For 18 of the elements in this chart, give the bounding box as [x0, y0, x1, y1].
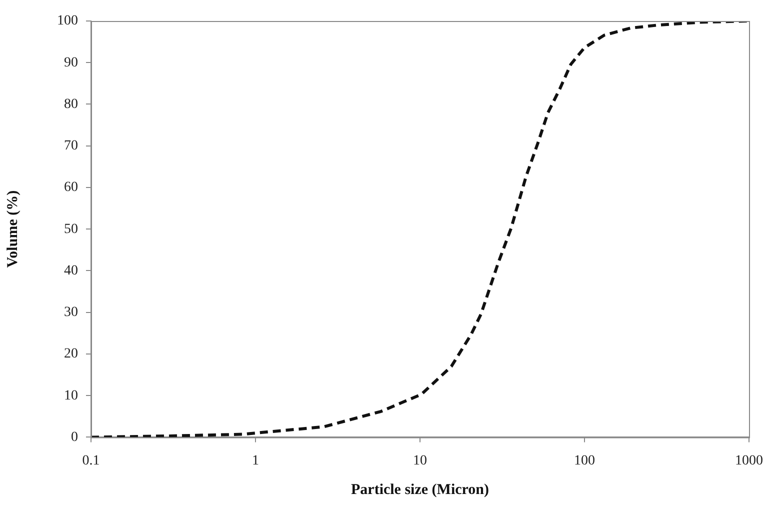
y-tick-label: 100: [57, 14, 78, 29]
y-tick-label: 0: [71, 430, 78, 445]
y-tick-label: 80: [64, 96, 78, 112]
y-tick-label: 40: [64, 263, 78, 278]
y-axis-title: Volume (%): [4, 190, 21, 268]
y-tick-label: 30: [64, 305, 78, 320]
x-tick-label: 0.1: [82, 453, 100, 468]
y-tick-label: 10: [64, 388, 78, 404]
y-tick-label: 50: [64, 222, 78, 237]
x-tick-label: 1000: [735, 453, 763, 468]
y-tick-label: 20: [64, 346, 78, 362]
y-tick-label: 60: [64, 180, 78, 196]
x-tick-label: 100: [574, 453, 595, 468]
x-axis-title: Particle size (Micron): [351, 482, 489, 498]
y-tick-label: 90: [64, 55, 78, 70]
x-tick-label: 10: [413, 453, 427, 468]
y-tick-label: 70: [64, 138, 78, 154]
x-tick-label: 1: [252, 453, 259, 468]
